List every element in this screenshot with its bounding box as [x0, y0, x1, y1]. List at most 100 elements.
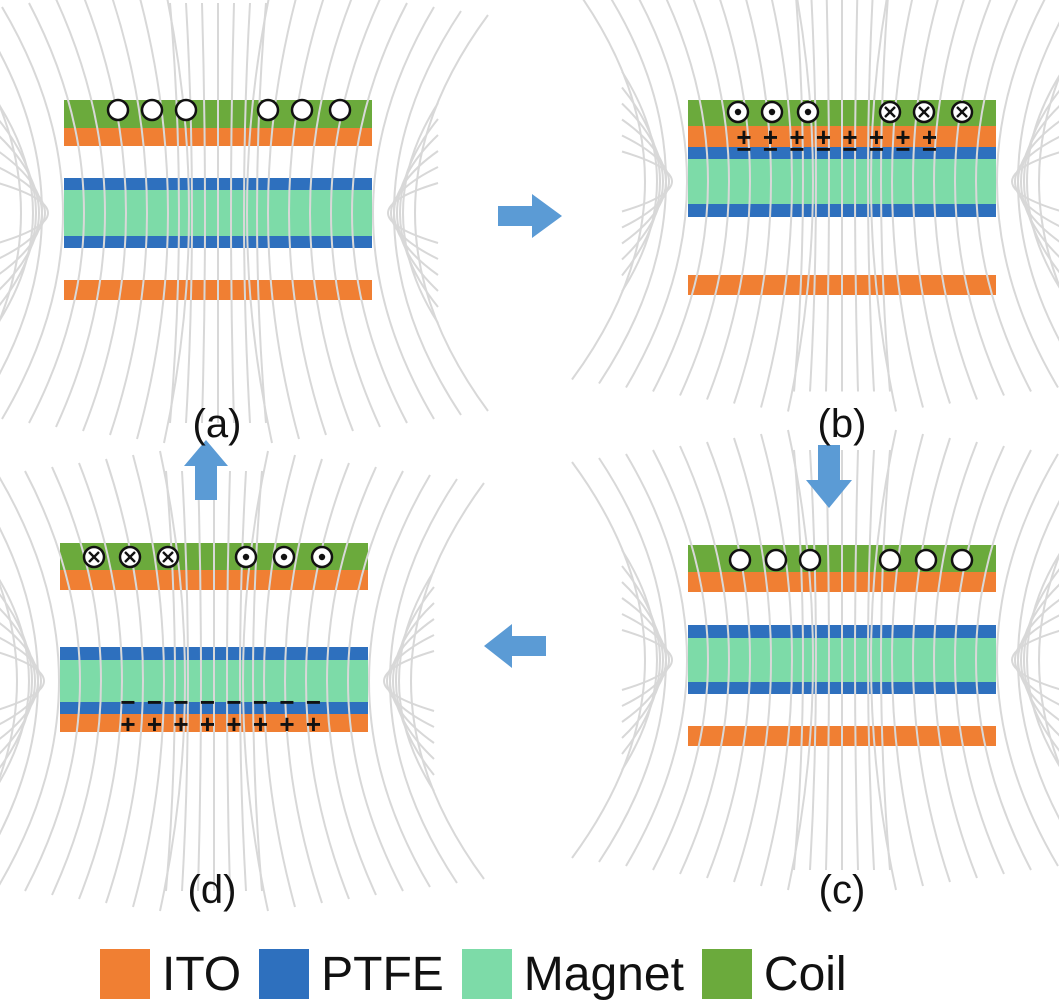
field-line [891, 433, 924, 887]
legend: ITO PTFE Magnet Coil [100, 945, 865, 1003]
current-dot [734, 108, 742, 116]
positive-charge: + [895, 122, 910, 152]
current-cross-stroke [918, 106, 930, 118]
field-line [621, 613, 670, 707]
field-line [621, 134, 670, 229]
current-into-page-icon [118, 545, 142, 569]
legend-swatch-magnet [461, 949, 512, 999]
field-line [571, 0, 646, 381]
positive-charge: + [173, 709, 188, 739]
current-dot [318, 553, 326, 561]
field-line [0, 104, 34, 322]
field-line [1014, 614, 1059, 706]
positive-charge: + [279, 709, 294, 739]
panel-label-c: (c) [818, 868, 866, 912]
field-line [954, 445, 1005, 875]
field-line [870, 429, 897, 891]
field-line [733, 0, 772, 404]
coil-wire-circle [798, 548, 822, 572]
positive-charge: + [842, 122, 857, 152]
arrow-left-icon [484, 624, 546, 668]
field-line [975, 0, 1032, 392]
field-line [159, 450, 186, 912]
field-line [393, 10, 462, 416]
field-line [169, 2, 180, 424]
positive-charge: + [147, 709, 162, 739]
coil-wire-icon [798, 548, 822, 572]
coil-wire-circle [950, 548, 974, 572]
field-line [809, 0, 817, 392]
field-line [825, 449, 830, 871]
field-line [396, 134, 439, 292]
coil-wire-circle [328, 98, 352, 122]
panel-label-a: (a) [192, 402, 242, 446]
current-dot [804, 108, 812, 116]
field-line [105, 458, 144, 904]
coil-wire-circle [290, 98, 314, 122]
current-out-of-page-icon [234, 545, 258, 569]
field-lines [571, 429, 1059, 891]
field-line [263, 454, 296, 908]
field-line [1011, 151, 1059, 212]
field-line [854, 449, 859, 871]
field-line [24, 470, 81, 892]
field-line [326, 466, 377, 896]
negative-charge: − [200, 687, 215, 717]
positive-charge: + [200, 709, 215, 739]
field-line [387, 182, 439, 244]
field-line [0, 182, 49, 244]
negative-charge: − [226, 687, 241, 717]
field-line [82, 0, 127, 432]
field-line [1017, 120, 1059, 243]
coil-wire-circle [174, 98, 198, 122]
field-line [1011, 629, 1059, 691]
legend-label-ito: ITO [162, 947, 242, 1001]
field-line [1023, 89, 1059, 274]
field-line [733, 437, 772, 883]
field-line [0, 166, 46, 260]
positive-charge: + [869, 122, 884, 152]
field-line [793, 449, 804, 871]
field-line [787, 429, 814, 891]
coil-wire-icon [328, 98, 352, 122]
field-line [1026, 553, 1059, 767]
field-line [351, 2, 408, 424]
field-line [621, 86, 661, 277]
field-line [854, 0, 859, 392]
field-line [390, 166, 439, 260]
negative-charge: − [763, 134, 778, 164]
legend-swatch-coil [701, 949, 752, 999]
legend-item-ptfe: PTFE [259, 947, 444, 1002]
current-cross-stroke [884, 106, 896, 118]
field-line [679, 0, 730, 396]
positive-charge: + [816, 122, 831, 152]
field-line [1038, 75, 1059, 288]
panel-b: +− +− +− +− +− +− +− +− [571, 0, 1059, 412]
legend-item-ito: ITO [100, 947, 241, 1002]
negative-charge: − [306, 687, 321, 717]
field-line [825, 0, 830, 392]
field-line [996, 453, 1059, 867]
negative-charge: − [253, 687, 268, 717]
field-line [0, 651, 45, 711]
field-line [933, 441, 978, 879]
current-out-of-page-icon [272, 545, 296, 569]
field-line [256, 2, 267, 424]
field-line [0, 579, 30, 783]
field-line [880, 0, 891, 392]
field-line [996, 0, 1059, 389]
field-line [389, 618, 435, 744]
field-line [652, 0, 709, 392]
field-line [1023, 568, 1059, 752]
field-line [621, 549, 658, 771]
field-line [410, 482, 485, 880]
coil-wire-icon [140, 98, 164, 122]
field-line [383, 650, 435, 712]
field-line [933, 0, 978, 400]
coil-wire-circle [106, 98, 130, 122]
negative-charge: − [869, 134, 884, 164]
current-into-page-icon [82, 545, 106, 569]
legend-label-magnet: Magnet [523, 947, 684, 1001]
arrow-right-icon [498, 194, 562, 238]
panel-c [571, 429, 1059, 891]
